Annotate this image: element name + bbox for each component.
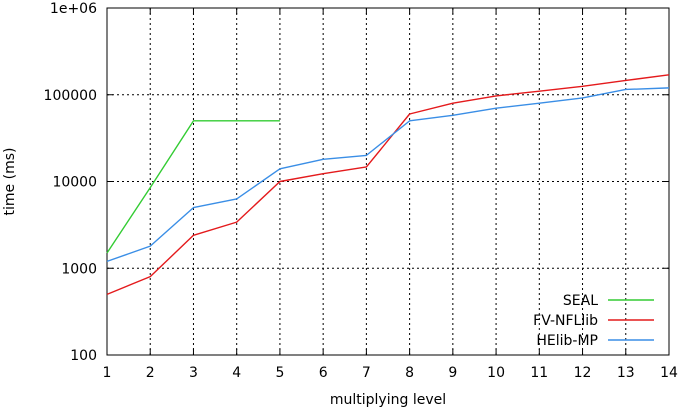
series-line-fv-nfllib	[106, 74, 670, 296]
x-tick-label: 3	[189, 365, 198, 381]
x-tick-label: 12	[574, 365, 592, 381]
x-tick-label: 4	[232, 365, 241, 381]
y-tick-label: 1000	[61, 261, 97, 277]
x-tick-label: 5	[275, 365, 284, 381]
series-lines	[106, 74, 670, 296]
y-tick-label: 1e+06	[50, 1, 97, 17]
x-tick-label: 10	[487, 365, 505, 381]
x-tick-label: 9	[448, 365, 457, 381]
y-axis-title: time (ms)	[2, 148, 18, 216]
axis-ticks: 1 2 3 4 5 6 7 8 9 10 11 12 13 141001000100001000001e+…	[44, 1, 678, 381]
x-tick-label: 6	[319, 365, 328, 381]
x-tick-label: 1	[103, 365, 112, 381]
y-tick-label: 10000	[52, 175, 97, 191]
legend-label-helib-mp: HElib-MP	[536, 333, 598, 349]
x-axis-title: multiplying level	[330, 392, 446, 408]
legend-label-fv-nfllib: FV-NFLlib	[533, 313, 598, 329]
y-tick-label: 100000	[44, 88, 97, 104]
grid-lines	[107, 8, 669, 355]
x-tick-label: 8	[405, 365, 414, 381]
y-tick-label: 100	[70, 348, 97, 364]
legend-label-seal: SEAL	[563, 293, 598, 309]
x-tick-label: 14	[660, 365, 678, 381]
x-tick-label: 13	[617, 365, 635, 381]
x-tick-label: 2	[146, 365, 155, 381]
series-line-helib-mp	[106, 87, 670, 263]
x-tick-label: 7	[362, 365, 371, 381]
x-tick-label: 11	[530, 365, 548, 381]
series-line-seal	[106, 120, 280, 254]
legend: SEAL FV-NFLlib HElib-MP	[533, 293, 654, 349]
